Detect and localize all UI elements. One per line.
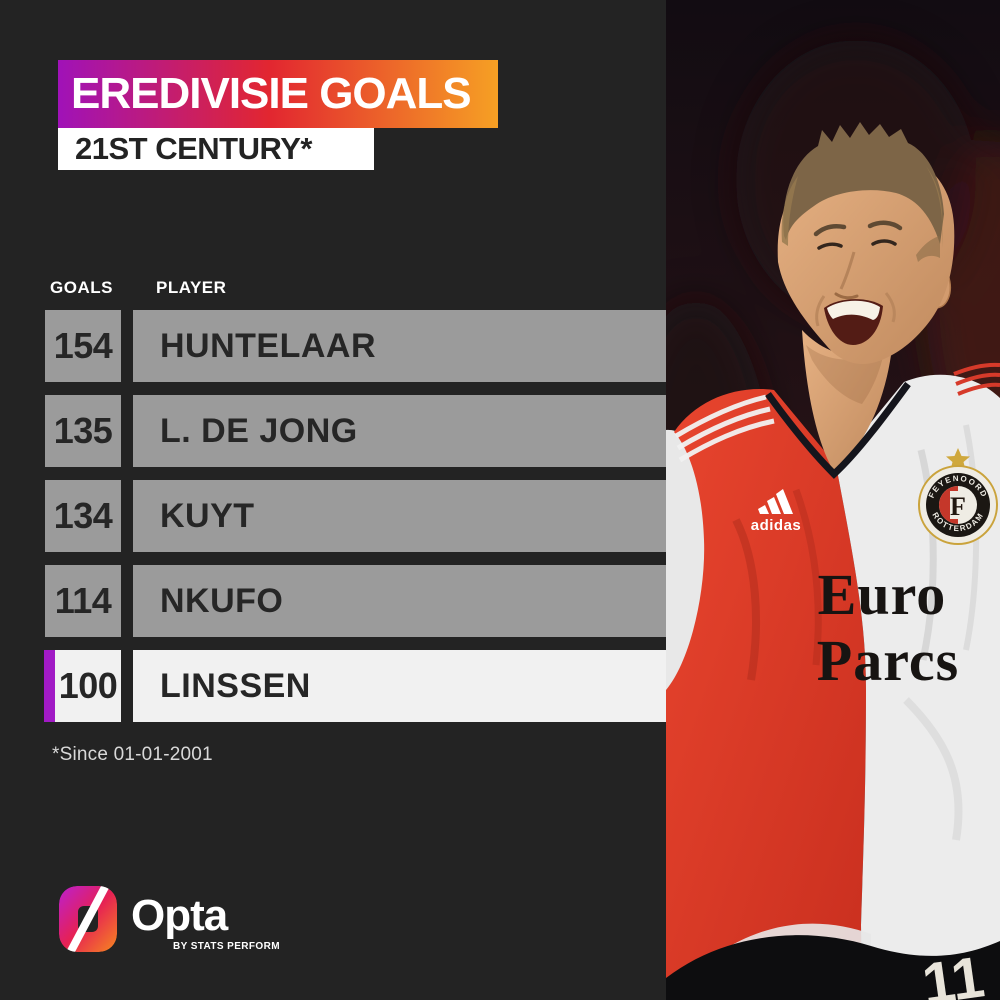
footnote: *Since 01-01-2001 bbox=[52, 744, 213, 765]
shoulder-stripes-right bbox=[953, 362, 1000, 396]
player-name: NKUFO bbox=[133, 565, 666, 637]
white-sleeve bbox=[666, 429, 707, 712]
goals-value: 100 bbox=[44, 650, 121, 722]
feyenoord-crest: FEYENOORD ROTTERDAM F bbox=[918, 448, 998, 545]
eyebrows bbox=[813, 220, 903, 237]
shorts: 11 bbox=[666, 935, 1000, 1000]
opta-wordmark: Opta BY STATS PERFORM bbox=[131, 885, 280, 953]
collar-trim bbox=[765, 381, 911, 479]
crest-star bbox=[946, 448, 970, 470]
goals-value: 134 bbox=[45, 480, 121, 552]
jersey-red-half bbox=[666, 389, 866, 1000]
player-head bbox=[777, 122, 955, 365]
column-header-player: PLAYER bbox=[156, 278, 227, 297]
opta-logo-icon bbox=[59, 886, 117, 952]
player-photo-illustration: adidas FEYENOORD ROTTERDAM F bbox=[616, 0, 1000, 1000]
eyes bbox=[817, 239, 897, 250]
crest-letter: F bbox=[950, 492, 966, 521]
nose bbox=[839, 251, 856, 290]
shoulder-stripes-left bbox=[674, 394, 775, 463]
table-row: 134 KUYT bbox=[45, 480, 666, 552]
page-subtitle: 21ST CENTURY* bbox=[75, 131, 312, 166]
opta-brand: Opta BY STATS PERFORM bbox=[58, 885, 280, 953]
face bbox=[777, 155, 955, 365]
player-name: LINSSEN bbox=[133, 650, 666, 722]
sponsor-line1: Euro bbox=[818, 562, 947, 627]
title-banner: EREDIVISIE GOALS bbox=[58, 60, 498, 128]
player-name: KUYT bbox=[133, 480, 666, 552]
shorts-number: 11 bbox=[918, 944, 988, 1000]
hair bbox=[783, 122, 944, 244]
table-row: 114 NKUFO bbox=[45, 565, 666, 637]
neck bbox=[802, 330, 892, 472]
player-photo: adidas FEYENOORD ROTTERDAM F bbox=[616, 0, 1000, 1000]
player-name: HUNTELAAR bbox=[133, 310, 666, 382]
subtitle-banner: 21ST CENTURY* bbox=[58, 128, 374, 170]
jersey: adidas FEYENOORD ROTTERDAM F bbox=[666, 362, 1000, 1000]
column-header-goals: GOALS bbox=[50, 278, 113, 297]
page-title: EREDIVISIE GOALS bbox=[71, 69, 472, 118]
sponsor-line2: Parcs bbox=[817, 628, 959, 693]
table-row: 154 HUNTELAAR bbox=[45, 310, 666, 382]
opta-byline: BY STATS PERFORM bbox=[173, 941, 280, 952]
table-row: 135 L. DE JONG bbox=[45, 395, 666, 467]
sponsor-text: Euro Parcs bbox=[817, 562, 959, 693]
goals-value: 114 bbox=[45, 565, 121, 637]
stats-table: 154 HUNTELAAR 135 L. DE JONG 134 KUYT 11… bbox=[44, 310, 666, 722]
mouth bbox=[824, 299, 883, 345]
adidas-wordmark: adidas bbox=[751, 517, 802, 534]
table-row-highlighted: 100 LINSSEN bbox=[44, 650, 666, 722]
player-name: L. DE JONG bbox=[133, 395, 666, 467]
goals-value: 135 bbox=[45, 395, 121, 467]
goals-value: 154 bbox=[45, 310, 121, 382]
adidas-logo: adidas bbox=[751, 489, 802, 534]
opta-logo-text: Opta bbox=[131, 891, 228, 940]
